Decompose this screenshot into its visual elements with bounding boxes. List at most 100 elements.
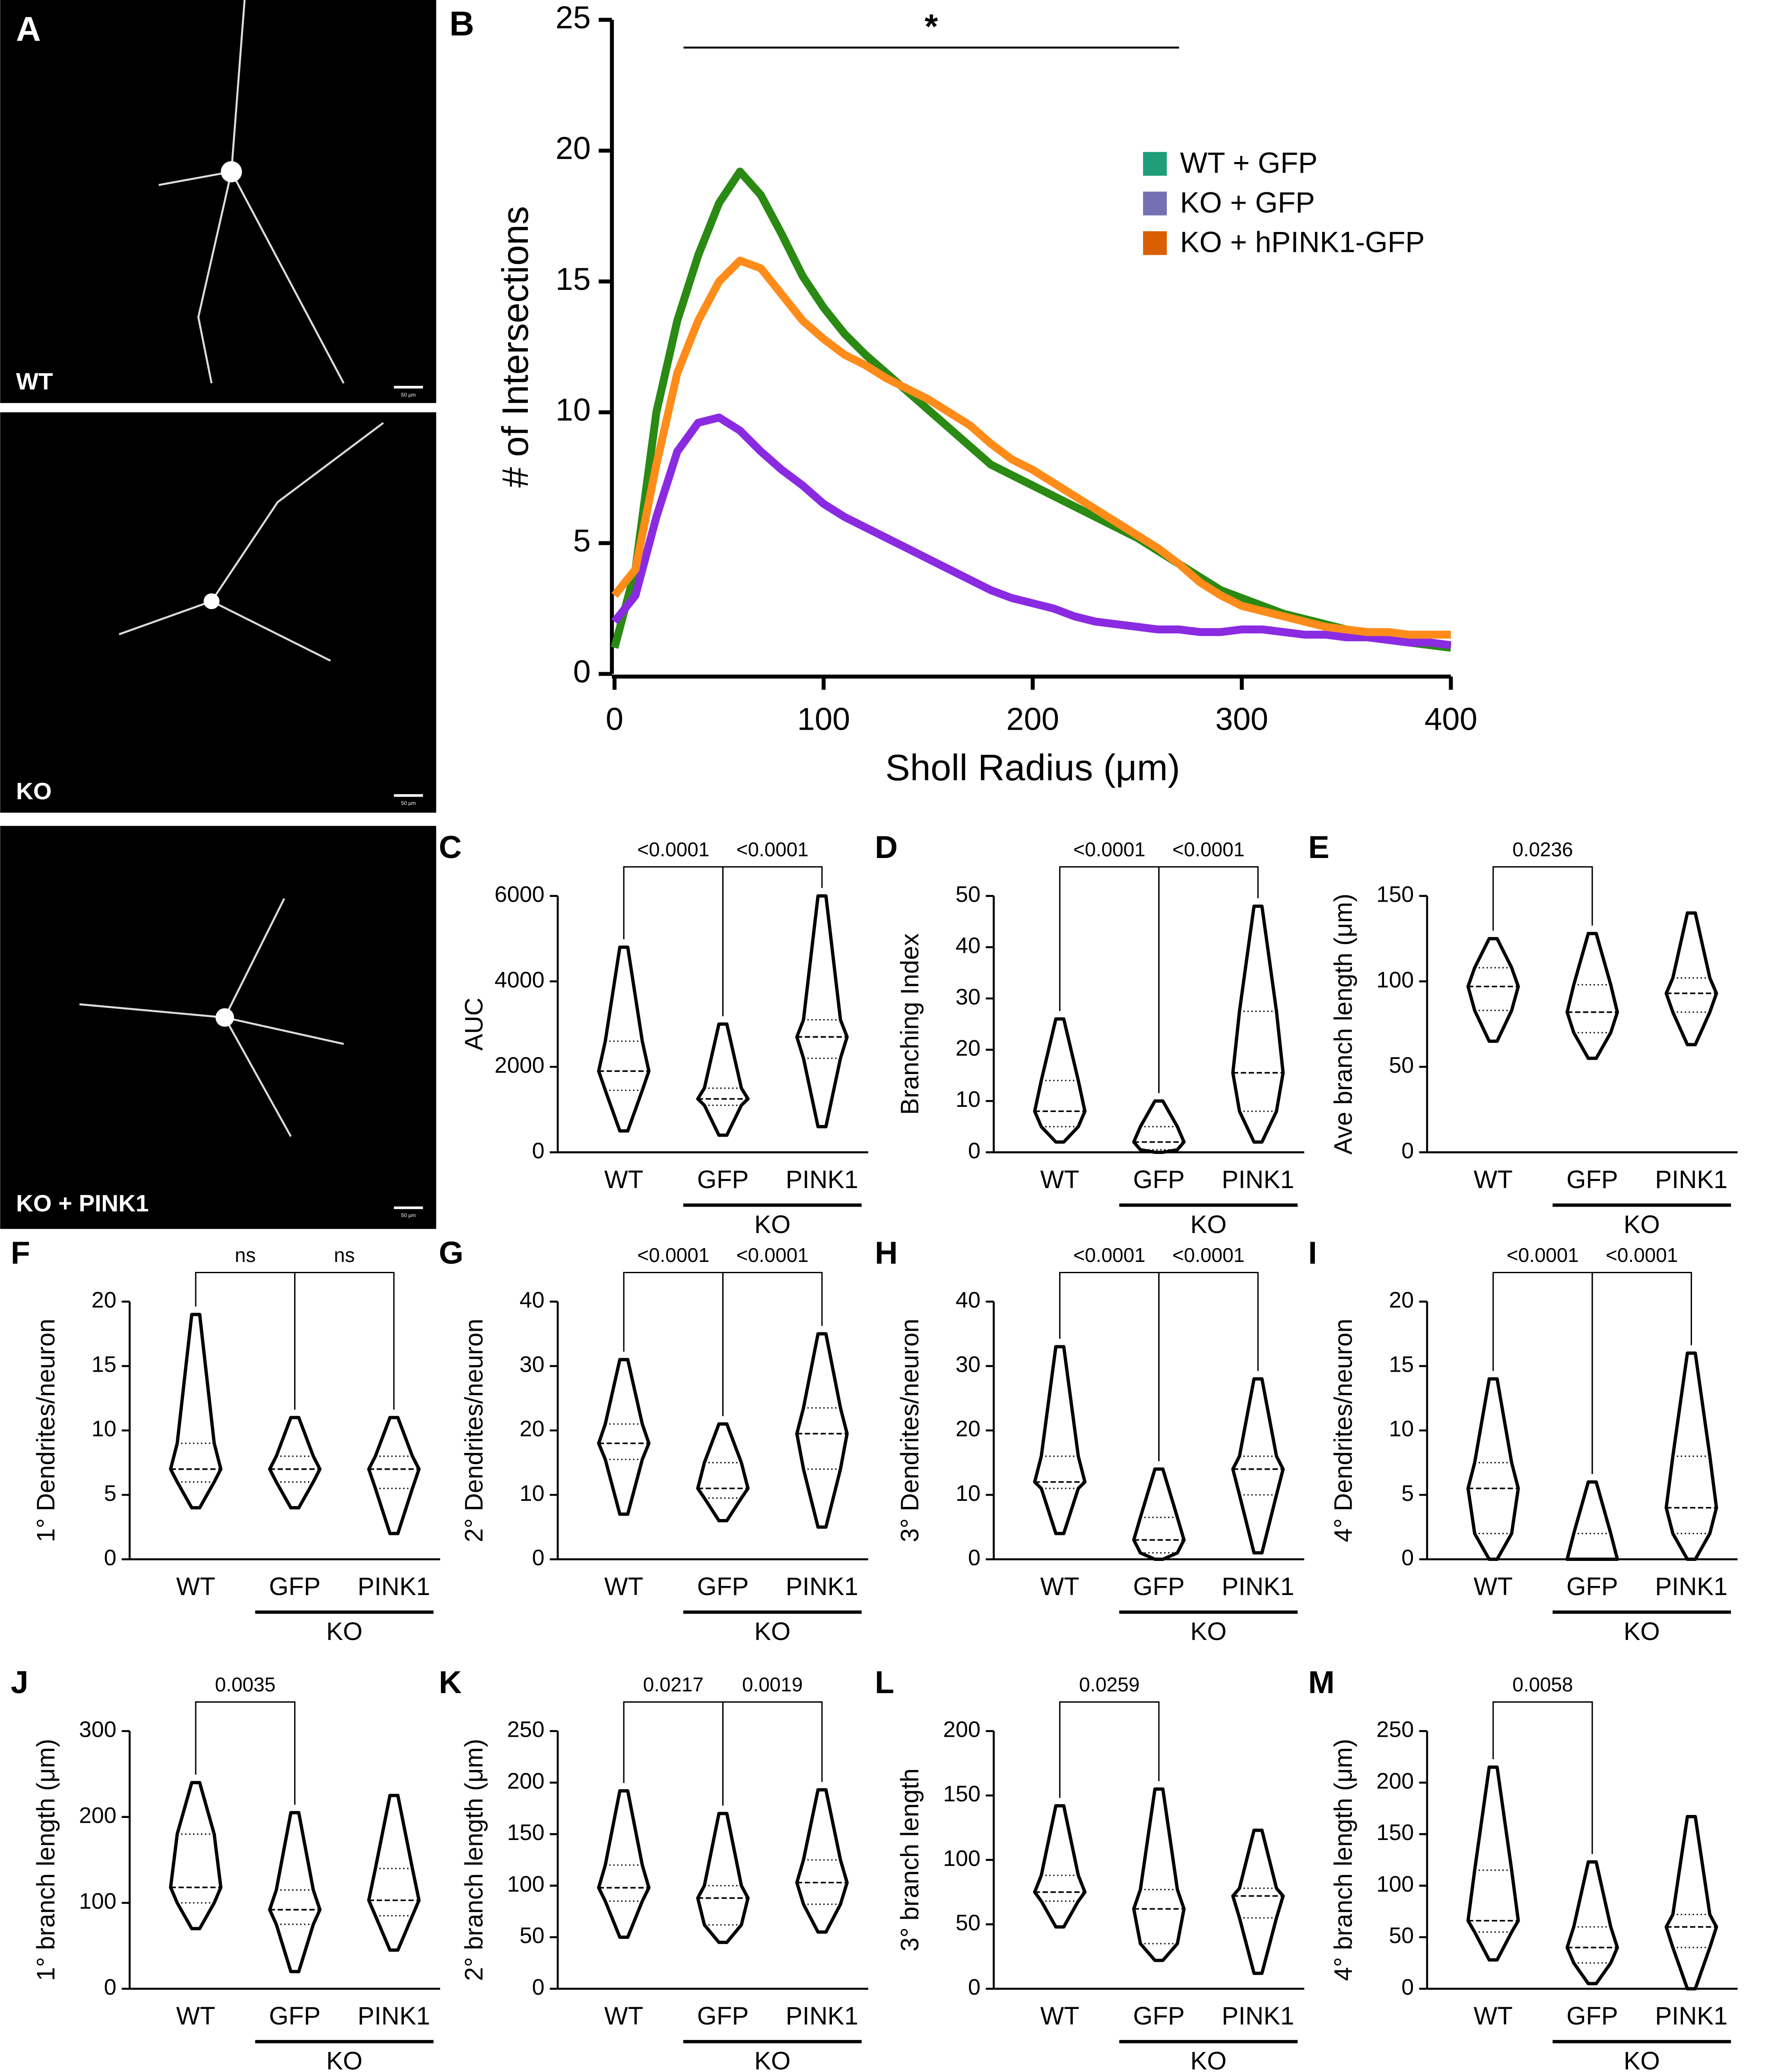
comparison-bracket <box>1158 866 1259 1093</box>
y-tick-label: 200 <box>943 1717 981 1742</box>
x-tick-label: GFP <box>269 2002 321 2030</box>
comparison-label: ns <box>235 1244 256 1266</box>
scale-label: 50 μm <box>401 800 416 806</box>
violin <box>169 1781 223 1930</box>
y-axis-label: 2° Dendrites/neuron <box>460 1319 488 1542</box>
panel-label: H <box>875 1235 898 1271</box>
y-tick-label: 6000 <box>495 882 545 907</box>
x-tick-label: WT <box>176 1573 215 1601</box>
y-axis-label: Ave branch length (μm) <box>1329 893 1357 1154</box>
comparison-bracket <box>722 1271 823 1416</box>
x-tick-label: GFP <box>1566 1573 1618 1601</box>
x-tick-label: PINK1 <box>786 2002 858 2030</box>
comparison-bracket <box>1158 1271 1259 1462</box>
y-tick-label: 100 <box>507 1872 545 1897</box>
group-label: KO <box>754 1211 790 1239</box>
violin <box>795 894 849 1128</box>
panel-label: G <box>439 1235 463 1271</box>
violin <box>1132 1467 1186 1561</box>
panel-label: C <box>439 829 462 865</box>
x-tick-label: PINK1 <box>1222 2002 1294 2030</box>
series-line <box>611 256 1451 639</box>
violin <box>795 1332 849 1529</box>
violin <box>696 1022 750 1137</box>
y-tick-label: 10 <box>1389 1417 1414 1442</box>
x-tick-label: PINK1 <box>1655 1166 1728 1194</box>
y-tick-label: 40 <box>955 1288 981 1313</box>
x-tick-label: WT <box>176 2002 215 2030</box>
y-tick-label: 20 <box>1389 1288 1414 1313</box>
comparison-label: 0.0259 <box>1079 1673 1140 1696</box>
comparison-label: <0.0001 <box>1073 1244 1146 1266</box>
x-tick-label: 100 <box>797 701 850 737</box>
x-tick-label: PINK1 <box>358 2002 430 2030</box>
violin <box>1132 1099 1186 1154</box>
x-tick-label: WT <box>1040 2002 1079 2030</box>
comparison-bracket <box>1492 866 1593 931</box>
comparison-label: <0.0001 <box>736 1244 809 1266</box>
violin <box>367 1416 421 1535</box>
violin <box>1466 1765 1520 1962</box>
violin <box>696 1422 750 1522</box>
violin <box>1565 931 1619 1060</box>
y-axis-label: 1° Dendrites/neuron <box>32 1319 60 1542</box>
violin <box>367 1794 421 1952</box>
legend-label: KO + GFP <box>1180 187 1315 219</box>
x-tick-label: PINK1 <box>786 1573 858 1601</box>
legend-swatch <box>1143 152 1167 176</box>
y-tick-label: 0 <box>532 1545 545 1570</box>
x-tick-label: WT <box>1474 1573 1513 1601</box>
y-axis-label: 3° branch length <box>896 1768 924 1951</box>
micrograph <box>0 412 436 813</box>
x-tick-label: PINK1 <box>1655 2002 1728 2030</box>
group-label: KO <box>326 2047 362 2072</box>
x-tick-label: PINK1 <box>1222 1573 1294 1601</box>
y-tick-label: 100 <box>1376 1872 1414 1897</box>
comparison-label: <0.0001 <box>1172 838 1244 861</box>
violin <box>169 1312 223 1510</box>
y-tick-label: 0 <box>968 1545 981 1570</box>
panel-label: K <box>439 1665 462 1700</box>
comparison-label: 0.0236 <box>1512 838 1573 861</box>
comparison-label: 0.0058 <box>1512 1673 1573 1696</box>
y-tick-label: 10 <box>955 1087 981 1112</box>
violin <box>1132 1787 1186 1962</box>
group-label: KO <box>754 2047 790 2072</box>
comparison-bracket <box>294 1271 395 1410</box>
micrograph <box>0 826 436 1229</box>
violin <box>1466 937 1520 1043</box>
x-tick-label: PINK1 <box>786 1166 858 1194</box>
comparison-label: <0.0001 <box>1172 1244 1244 1266</box>
comparison-bracket <box>1059 1701 1160 1798</box>
y-tick-label: 4000 <box>495 967 545 992</box>
group-label: KO <box>1190 2047 1227 2072</box>
violin <box>1664 1815 1718 1991</box>
violin <box>1033 1345 1087 1535</box>
x-tick-label: GFP <box>1133 2002 1184 2030</box>
y-tick-label: 0 <box>1401 1138 1414 1163</box>
group-label: KO <box>1624 2047 1660 2072</box>
y-tick-label: 0 <box>573 654 591 689</box>
violin <box>1565 1480 1619 1561</box>
y-axis-label: 4° Dendrites/neuron <box>1329 1319 1357 1542</box>
x-tick-label: GFP <box>1133 1573 1184 1601</box>
comparison-label: <0.0001 <box>637 1244 709 1266</box>
y-tick-label: 50 <box>1389 1923 1414 1948</box>
violin <box>1231 1828 1285 1975</box>
violin <box>597 945 651 1133</box>
y-tick-label: 200 <box>507 1769 545 1794</box>
y-tick-label: 200 <box>79 1803 117 1828</box>
violin <box>795 1788 849 1934</box>
group-label: KO <box>754 1618 790 1646</box>
violin <box>696 1811 750 1944</box>
y-tick-label: 15 <box>1389 1352 1414 1377</box>
panel-label: J <box>11 1665 29 1700</box>
y-tick-label: 0 <box>104 1975 117 2000</box>
panel-label: I <box>1308 1235 1317 1271</box>
comparison-bracket <box>1492 1701 1593 1854</box>
scale-label: 50 μm <box>401 1212 416 1218</box>
comparison-bracket <box>1591 1271 1692 1474</box>
y-tick-label: 15 <box>556 261 591 297</box>
legend-swatch <box>1143 231 1167 255</box>
y-tick-label: 150 <box>507 1820 545 1845</box>
